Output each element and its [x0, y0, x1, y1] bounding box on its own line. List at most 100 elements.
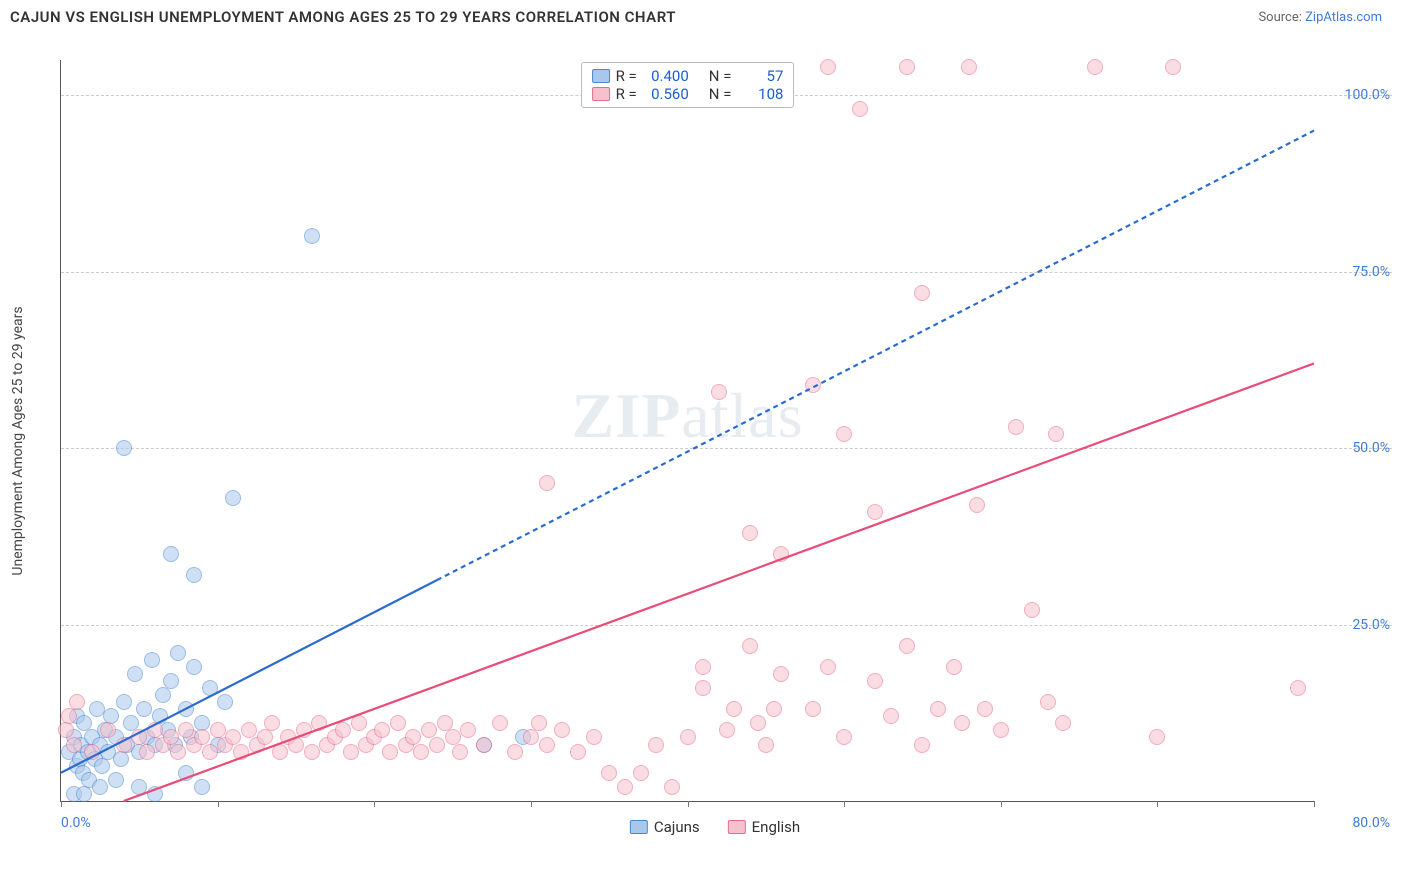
data-point: [750, 715, 766, 731]
data-point: [993, 722, 1009, 738]
n-value: 108: [737, 85, 783, 103]
data-point: [476, 737, 492, 753]
r-value: 0.560: [643, 85, 689, 103]
x-tick-mark: [1157, 801, 1158, 807]
data-point: [719, 722, 735, 738]
data-point: [296, 722, 312, 738]
data-point: [139, 744, 155, 760]
data-point: [66, 737, 82, 753]
x-tick-label: 0.0%: [61, 815, 91, 831]
legend-series: Cajuns English: [630, 818, 800, 836]
data-point: [507, 744, 523, 760]
data-point: [311, 715, 327, 731]
source-link[interactable]: ZipAtlas.com: [1305, 10, 1382, 25]
data-point: [836, 729, 852, 745]
data-point: [272, 744, 288, 760]
data-point: [108, 772, 124, 788]
data-point: [539, 737, 555, 753]
data-point: [899, 59, 915, 75]
data-point: [758, 737, 774, 753]
data-point: [335, 722, 351, 738]
data-point: [820, 659, 836, 675]
data-point: [127, 666, 143, 682]
data-point: [202, 680, 218, 696]
data-point: [1024, 602, 1040, 618]
data-point: [155, 687, 171, 703]
data-point: [1149, 729, 1165, 745]
data-point: [742, 525, 758, 541]
n-label: N =: [709, 67, 732, 85]
data-point: [1048, 426, 1064, 442]
data-point: [617, 779, 633, 795]
data-point: [343, 744, 359, 760]
data-point: [69, 694, 85, 710]
data-point: [805, 701, 821, 717]
legend-swatch: [630, 820, 648, 834]
y-tick-label: 75.0%: [1352, 264, 1390, 280]
data-point: [304, 228, 320, 244]
data-point: [531, 715, 547, 731]
gridline-h: [61, 448, 1392, 449]
data-point: [954, 715, 970, 731]
data-point: [178, 701, 194, 717]
data-point: [946, 659, 962, 675]
x-tick-mark: [688, 801, 689, 807]
data-point: [178, 765, 194, 781]
data-point: [264, 715, 280, 731]
data-point: [163, 673, 179, 689]
data-point: [523, 729, 539, 745]
data-point: [766, 701, 782, 717]
data-point: [1040, 694, 1056, 710]
x-tick-mark: [844, 801, 845, 807]
data-point: [460, 722, 476, 738]
x-tick-mark: [1001, 801, 1002, 807]
data-point: [1008, 419, 1024, 435]
data-point: [413, 744, 429, 760]
data-point: [961, 59, 977, 75]
data-point: [144, 652, 160, 668]
data-point: [1087, 59, 1103, 75]
data-point: [147, 786, 163, 802]
data-point: [136, 701, 152, 717]
x-tick-mark: [61, 801, 62, 807]
data-point: [170, 744, 186, 760]
data-point: [382, 744, 398, 760]
data-point: [76, 786, 92, 802]
data-point: [186, 567, 202, 583]
page-title: CAJUN VS ENGLISH UNEMPLOYMENT AMONG AGES…: [10, 8, 676, 26]
data-point: [648, 737, 664, 753]
data-point: [742, 638, 758, 654]
legend-swatch: [728, 820, 746, 834]
data-point: [773, 666, 789, 682]
plot-area: ZIPatlas R =0.400N =57R =0.560N =108 25.…: [60, 60, 1314, 802]
legend-stats-row: R =0.400N =57: [592, 67, 784, 85]
legend-item: English: [728, 818, 801, 836]
data-point: [492, 715, 508, 731]
legend-label: Cajuns: [654, 818, 700, 836]
data-point: [163, 546, 179, 562]
legend-stats-row: R =0.560N =108: [592, 85, 784, 103]
data-point: [233, 744, 249, 760]
data-point: [1055, 715, 1071, 731]
data-point: [836, 426, 852, 442]
data-point: [429, 737, 445, 753]
data-point: [914, 737, 930, 753]
data-point: [899, 638, 915, 654]
n-label: N =: [709, 85, 732, 103]
data-point: [805, 377, 821, 393]
data-point: [977, 701, 993, 717]
data-point: [304, 744, 320, 760]
data-point: [116, 737, 132, 753]
r-value: 0.400: [643, 67, 689, 85]
n-value: 57: [737, 67, 783, 85]
data-point: [217, 694, 233, 710]
data-point: [257, 729, 273, 745]
data-point: [92, 779, 108, 795]
data-point: [116, 694, 132, 710]
data-point: [131, 779, 147, 795]
data-point: [351, 715, 367, 731]
source-attribution: Source: ZipAtlas.com: [1258, 10, 1382, 25]
source-label: Source:: [1258, 10, 1301, 25]
data-point: [726, 701, 742, 717]
data-point: [930, 701, 946, 717]
